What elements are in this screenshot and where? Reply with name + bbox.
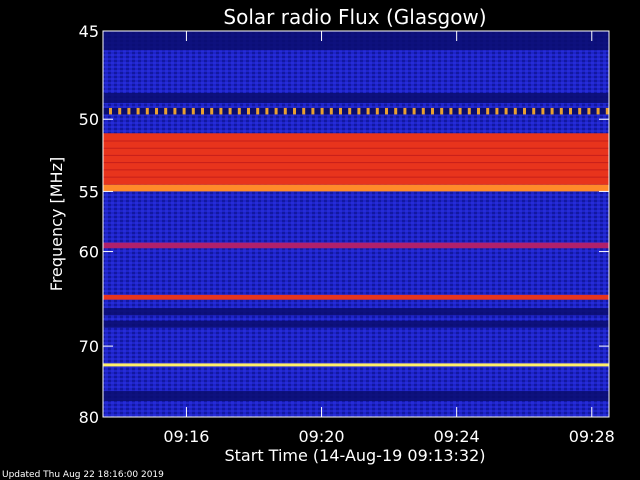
band-dot bbox=[559, 107, 563, 115]
band-dot bbox=[366, 107, 370, 115]
band-dot bbox=[265, 107, 269, 115]
band-dot bbox=[587, 107, 591, 115]
band-dot bbox=[201, 107, 204, 115]
band-dot bbox=[228, 107, 232, 115]
band-dot bbox=[569, 107, 572, 115]
band-dot bbox=[385, 107, 388, 115]
band-dot bbox=[477, 107, 480, 115]
band-dot bbox=[155, 107, 158, 115]
chart-title: Solar radio Flux (Glasgow) bbox=[223, 5, 486, 29]
band-high-edge-4 bbox=[103, 184, 609, 192]
band-dot bbox=[191, 107, 195, 115]
band-dot bbox=[596, 107, 600, 115]
band-dot bbox=[247, 107, 250, 115]
band-dot bbox=[283, 107, 287, 115]
band-dot bbox=[311, 107, 315, 115]
band-dark-0 bbox=[103, 31, 609, 51]
band-dark-10 bbox=[103, 390, 609, 401]
band-dot bbox=[504, 107, 508, 115]
band-dot bbox=[486, 107, 490, 115]
band-dot bbox=[495, 107, 499, 115]
band-dot bbox=[164, 107, 168, 115]
band-dot bbox=[274, 107, 278, 115]
band-dot bbox=[210, 107, 214, 115]
y-axis: Frequency [MHz] 45 50 55 60 70 80 bbox=[47, 22, 609, 427]
band-dot bbox=[532, 107, 536, 115]
band-dot bbox=[136, 107, 140, 115]
band-dot bbox=[357, 107, 361, 115]
band-dot bbox=[320, 107, 324, 115]
band-dot bbox=[513, 107, 517, 115]
band-dot bbox=[550, 107, 554, 115]
updated-footer: Updated Thu Aug 22 18:16:00 2019 bbox=[2, 470, 164, 480]
band-dark-1 bbox=[103, 92, 609, 104]
band-dot bbox=[541, 107, 545, 115]
band-dot bbox=[440, 107, 444, 115]
band-dot bbox=[219, 107, 223, 115]
band-dot bbox=[127, 107, 131, 115]
band-dot bbox=[293, 107, 296, 115]
y-tick-label: 55 bbox=[79, 182, 99, 201]
y-tick-label: 70 bbox=[79, 337, 99, 356]
band-dark-8 bbox=[103, 320, 609, 328]
x-tick-label: 09:28 bbox=[569, 427, 615, 446]
band-dot bbox=[605, 107, 609, 115]
y-tick-label: 80 bbox=[79, 408, 99, 427]
band-dot bbox=[458, 107, 462, 115]
x-tick-label: 09:16 bbox=[163, 427, 209, 446]
band-dot bbox=[348, 107, 352, 115]
spectrogram-background bbox=[103, 31, 609, 417]
x-tick-label: 09:20 bbox=[298, 427, 344, 446]
band-dot bbox=[467, 107, 471, 115]
band-high-6 bbox=[103, 294, 609, 300]
band-dot bbox=[394, 107, 398, 115]
y-tick-label: 60 bbox=[79, 243, 99, 262]
band-dot bbox=[182, 107, 186, 115]
band-dot bbox=[431, 107, 434, 115]
band-dot bbox=[145, 107, 149, 115]
band-dot bbox=[329, 107, 333, 115]
band-dot bbox=[118, 107, 122, 115]
y-tick-label: 50 bbox=[79, 110, 99, 129]
band-dot bbox=[421, 107, 425, 115]
band-dot bbox=[237, 107, 241, 115]
y-tick-label: 45 bbox=[79, 22, 99, 41]
band-dot bbox=[339, 107, 342, 115]
band-dot bbox=[375, 107, 379, 115]
band-dot bbox=[578, 107, 582, 115]
x-tick-label: 09:24 bbox=[434, 427, 480, 446]
intensity-bands bbox=[103, 31, 609, 401]
x-axis-label: Start Time (14-Aug-19 09:13:32) bbox=[225, 446, 486, 465]
y-axis-label: Frequency [MHz] bbox=[47, 157, 66, 291]
band-dotted-2 bbox=[103, 107, 609, 115]
band-dot bbox=[523, 107, 526, 115]
band-medium-5 bbox=[103, 242, 609, 249]
plot-frame bbox=[102, 30, 610, 418]
band-dot bbox=[302, 107, 306, 115]
plot-area bbox=[102, 30, 610, 418]
x-axis: Start Time (14-Aug-19 09:13:32) 09:16 09:… bbox=[163, 31, 615, 465]
band-high-3 bbox=[103, 133, 609, 185]
band-dot bbox=[256, 107, 260, 115]
band-dot bbox=[412, 107, 416, 115]
band-dot bbox=[109, 107, 112, 115]
band-dotted-base bbox=[103, 107, 609, 115]
band-dark-7 bbox=[103, 308, 609, 316]
band-dot bbox=[449, 107, 453, 115]
band-dot bbox=[403, 107, 407, 115]
band-dot bbox=[173, 107, 177, 115]
band-peak-9 bbox=[103, 363, 609, 367]
